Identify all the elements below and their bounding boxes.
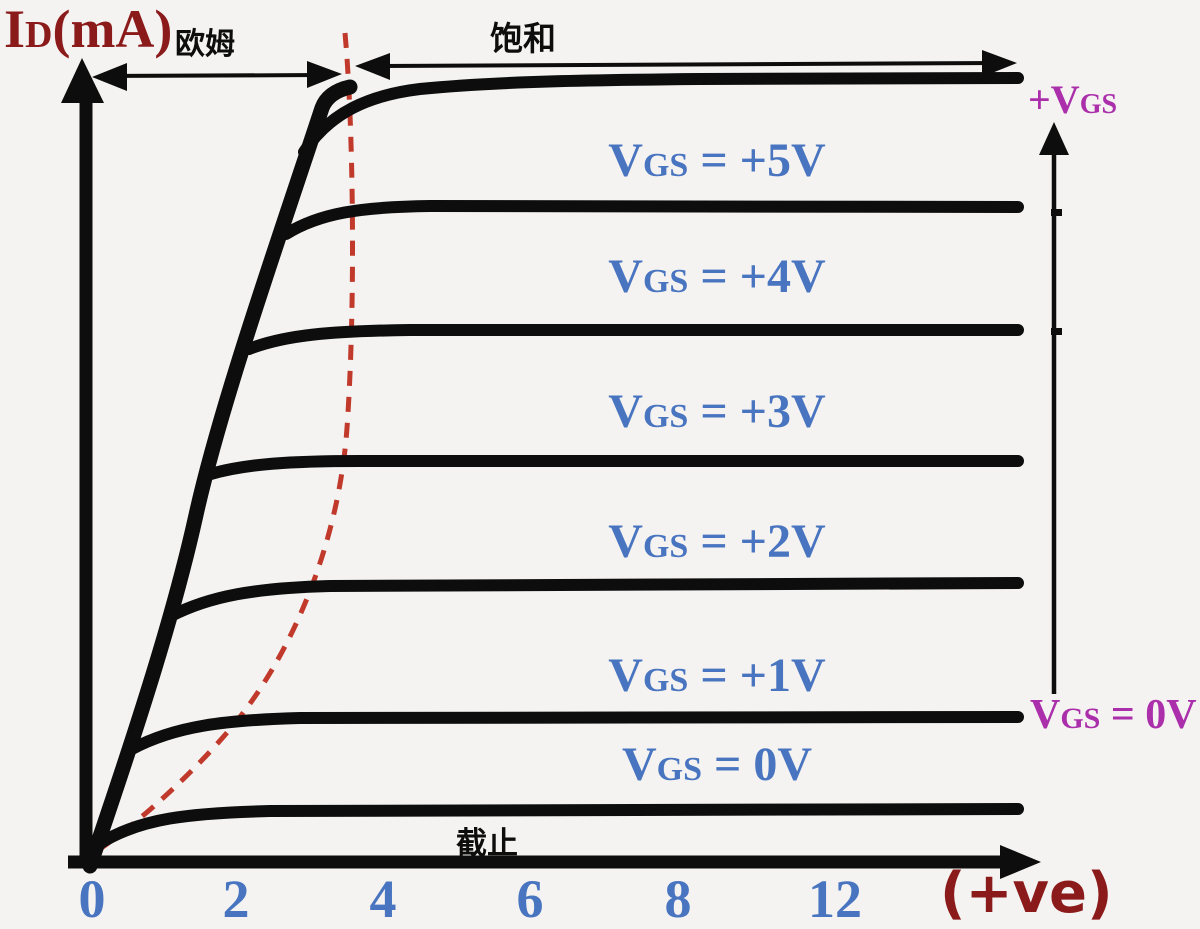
x-tick-2: 2 bbox=[222, 869, 250, 929]
saturation-region-arrow-line bbox=[371, 61, 999, 68]
vgs-baseline-label: VGS = 0V bbox=[1030, 692, 1197, 738]
x-axis-arrowhead bbox=[1000, 845, 1041, 879]
curve-label-vgs-plus3: VGS = +3V bbox=[608, 385, 826, 438]
y-axis-unit: (mA) bbox=[52, 0, 173, 59]
x-tick-0: 0 bbox=[78, 869, 106, 929]
curve-vgs-plus5 bbox=[280, 199, 1024, 240]
y-axis-title: ID(mA) bbox=[4, 2, 172, 56]
pinch-off-locus-dashed-curve bbox=[86, 32, 355, 860]
x-tick-6: 6 bbox=[516, 869, 544, 929]
curve-vgs-zero bbox=[93, 803, 1024, 850]
x-axis-positive-label: (+ve) bbox=[940, 861, 1113, 926]
saturation-arrow-right-head bbox=[982, 50, 1017, 77]
x-tick-4: 4 bbox=[369, 869, 397, 929]
saturation-arrow-left-head bbox=[355, 53, 390, 80]
curve-label-vgs-plus1: VGS = +1V bbox=[608, 649, 826, 702]
cutoff-region-label: 截止 bbox=[456, 826, 518, 861]
y-axis-symbol: I bbox=[4, 0, 26, 59]
ohmic-rising-line bbox=[82, 79, 358, 874]
saturation-region-label: 饱和 bbox=[490, 20, 556, 57]
vgs-increase-arrowhead bbox=[1039, 122, 1069, 155]
y-axis-arrowhead bbox=[61, 58, 104, 103]
x-tick-12: 12 bbox=[808, 869, 862, 929]
curve-vgs-max bbox=[298, 72, 1024, 158]
vgs-arrow-tick-upper bbox=[1051, 209, 1062, 216]
ohmic-arrow-right-head bbox=[307, 61, 342, 88]
x-tick-8: 8 bbox=[664, 869, 692, 929]
vgs-arrow-tick-lower bbox=[1051, 328, 1062, 335]
curve-vgs-plus3 bbox=[205, 455, 1024, 480]
ohmic-region-arrow-line bbox=[111, 73, 321, 78]
ohmic-arrow-left-head bbox=[92, 63, 127, 91]
curve-vgs-plus2 bbox=[165, 577, 1024, 622]
curve-label-vgs-zero: VGS = 0V bbox=[621, 738, 813, 791]
ohmic-region-label: 欧姆 bbox=[175, 28, 235, 61]
curve-vgs-plus4 bbox=[243, 324, 1024, 355]
curve-label-vgs-plus5: VGS = +5V bbox=[608, 134, 826, 187]
y-axis-subscript: D bbox=[25, 14, 53, 56]
curve-label-vgs-plus2: VGS = +2V bbox=[608, 515, 826, 568]
curve-label-vgs-plus4: VGS = +4V bbox=[608, 250, 826, 303]
vgs-increase-label: +VGS bbox=[1028, 77, 1118, 122]
curve-vgs-plus1 bbox=[126, 711, 1024, 755]
